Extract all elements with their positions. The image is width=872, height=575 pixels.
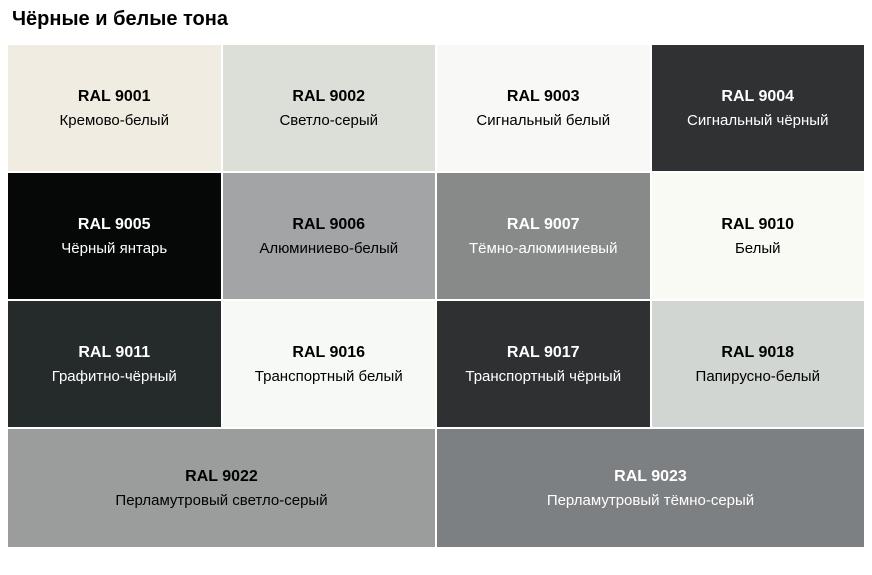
swatch-ral-9001: RAL 9001 Кремово-белый	[8, 45, 221, 171]
swatch-ral-9004: RAL 9004 Сигнальный чёрный	[652, 45, 865, 171]
swatch-ral-9002: RAL 9002 Светло-серый	[223, 45, 436, 171]
swatch-ral-9023: RAL 9023 Перламутровый тёмно-серый	[437, 429, 864, 547]
swatch-ral-9011: RAL 9011 Графитно-чёрный	[8, 301, 221, 427]
swatch-ral-9018: RAL 9018 Папирусно-белый	[652, 301, 865, 427]
swatch-ral-9017: RAL 9017 Транспортный чёрный	[437, 301, 650, 427]
swatch-code: RAL 9022	[185, 468, 258, 486]
swatch-ral-9007: RAL 9007 Тёмно-алюминиевый	[437, 173, 650, 299]
swatch-ral-9006: RAL 9006 Алюминиево-белый	[223, 173, 436, 299]
swatch-name: Алюминиево-белый	[259, 240, 398, 257]
swatch-code: RAL 9007	[507, 216, 580, 234]
swatch-name: Чёрный янтарь	[61, 240, 167, 257]
swatch-name: Сигнальный чёрный	[687, 112, 828, 129]
section-title: Чёрные и белые тона	[12, 8, 864, 31]
swatch-code: RAL 9016	[292, 344, 365, 362]
swatch-code: RAL 9004	[721, 88, 794, 106]
swatch-code: RAL 9002	[292, 88, 365, 106]
swatch-name: Перламутровый светло-серый	[115, 492, 327, 509]
swatch-name: Транспортный белый	[255, 368, 403, 385]
swatch-name: Сигнальный белый	[476, 112, 610, 129]
swatch-ral-9005: RAL 9005 Чёрный янтарь	[8, 173, 221, 299]
swatch-name: Транспортный чёрный	[465, 368, 621, 385]
swatch-name: Папирусно-белый	[696, 368, 820, 385]
swatch-ral-9008: RAL 9010 Белый	[652, 173, 865, 299]
swatch-ral-9016: RAL 9016 Транспортный белый	[223, 301, 436, 427]
swatch-ral-9003: RAL 9003 Сигнальный белый	[437, 45, 650, 171]
swatch-code: RAL 9011	[78, 344, 150, 362]
swatch-code: RAL 9006	[292, 216, 365, 234]
swatch-name: Светло-серый	[279, 112, 378, 129]
swatch-code: RAL 9001	[78, 88, 151, 106]
swatch-code: RAL 9018	[721, 344, 794, 362]
swatch-name: Тёмно-алюминиевый	[469, 240, 617, 257]
swatch-code: RAL 9017	[507, 344, 580, 362]
color-grid: RAL 9001 Кремово-белый RAL 9002 Светло-с…	[8, 45, 864, 427]
swatch-ral-9022: RAL 9022 Перламутровый светло-серый	[8, 429, 435, 547]
swatch-code: RAL 9023	[614, 468, 687, 486]
swatch-name: Белый	[735, 240, 781, 257]
swatch-name: Графитно-чёрный	[52, 368, 177, 385]
color-grid-last-row: RAL 9022 Перламутровый светло-серый RAL …	[8, 429, 864, 547]
swatch-code: RAL 9010	[721, 216, 794, 234]
swatch-name: Кремово-белый	[60, 112, 169, 129]
swatch-name: Перламутровый тёмно-серый	[547, 492, 754, 509]
swatch-code: RAL 9005	[78, 216, 151, 234]
swatch-code: RAL 9003	[507, 88, 580, 106]
